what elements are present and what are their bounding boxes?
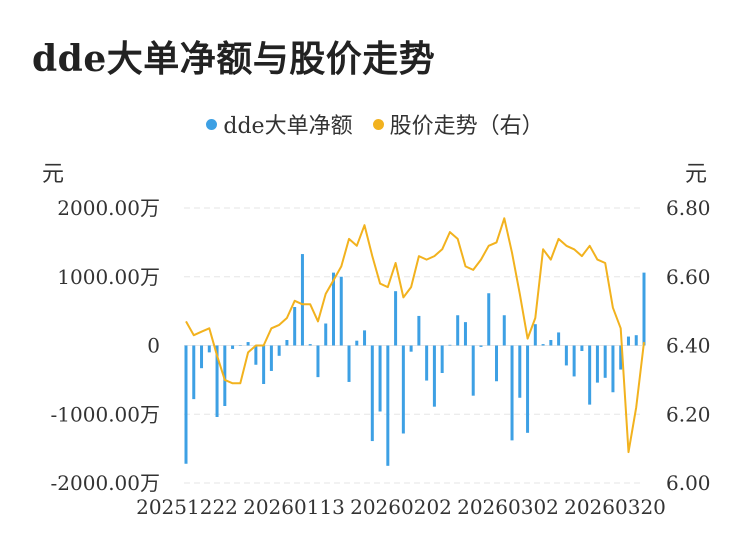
bar-21 xyxy=(347,345,351,382)
bar-6 xyxy=(231,345,235,349)
bar-47 xyxy=(549,340,553,346)
bar-22 xyxy=(355,340,359,346)
left-tick-label-3: -1000.00万 xyxy=(51,402,160,426)
bar-23 xyxy=(363,330,367,346)
legend-label-dde: dde大单净额 xyxy=(223,114,353,139)
bar-5 xyxy=(223,345,227,406)
x-tick-label-2: 20260202 xyxy=(350,495,452,519)
bar-7 xyxy=(238,345,242,346)
price-line xyxy=(185,217,645,454)
bar-35 xyxy=(456,315,460,346)
bar-24 xyxy=(370,345,374,442)
bar-14 xyxy=(293,307,297,346)
bar-40 xyxy=(495,345,499,382)
bar-41 xyxy=(502,315,506,346)
bar-50 xyxy=(572,345,576,377)
bar-33 xyxy=(440,345,444,373)
bar-9 xyxy=(254,345,258,365)
bar-51 xyxy=(580,345,584,351)
bar-48 xyxy=(557,332,561,346)
right-tick-label-2: 6.40 xyxy=(666,334,711,358)
legend-item-dde[interactable]: dde大单净额 xyxy=(206,108,353,140)
bar-20 xyxy=(339,276,343,346)
bar-46 xyxy=(541,344,545,346)
bar-series xyxy=(184,254,646,466)
bar-42 xyxy=(510,345,514,441)
bar-39 xyxy=(487,293,491,346)
x-tick-label-1: 20260113 xyxy=(243,495,345,519)
bar-57 xyxy=(626,336,630,346)
bar-12 xyxy=(277,345,281,356)
left-tick-label-2: 0 xyxy=(147,334,160,358)
bar-10 xyxy=(262,345,266,384)
bar-3 xyxy=(207,345,211,353)
bar-2 xyxy=(200,345,204,369)
left-tick-label-0: 2000.00万 xyxy=(57,196,160,220)
bar-15 xyxy=(300,254,304,346)
bar-59 xyxy=(642,272,646,346)
left-axis-ticks: 2000.00万 1000.00万 0 -1000.00万 -2000.00万 xyxy=(51,196,160,495)
right-axis-ticks: 6.80 6.60 6.40 6.20 6.00 xyxy=(666,196,711,495)
bar-17 xyxy=(316,345,320,378)
bar-18 xyxy=(324,323,328,346)
bar-52 xyxy=(588,345,592,405)
bar-13 xyxy=(285,340,289,346)
bar-55 xyxy=(611,345,615,393)
right-tick-label-4: 6.00 xyxy=(666,471,711,495)
bar-25 xyxy=(378,345,382,412)
bar-27 xyxy=(394,291,398,346)
bar-37 xyxy=(471,345,475,396)
left-tick-label-1: 1000.00万 xyxy=(57,265,160,289)
bar-54 xyxy=(603,345,607,378)
x-tick-label-0: 20251222 xyxy=(136,495,238,519)
x-tick-label-3: 20260302 xyxy=(457,495,559,519)
bar-44 xyxy=(526,345,530,433)
line-series xyxy=(185,217,645,454)
right-tick-label-0: 6.80 xyxy=(666,196,711,220)
legend-item-price[interactable]: 股价走势（右） xyxy=(372,108,544,140)
bar-49 xyxy=(564,345,568,366)
bar-26 xyxy=(386,345,390,466)
left-tick-label-4: -2000.00万 xyxy=(51,471,160,495)
bar-16 xyxy=(308,344,312,346)
left-axis-unit: 元 xyxy=(42,162,65,187)
bar-0 xyxy=(184,345,188,464)
bar-11 xyxy=(269,345,273,371)
bar-28 xyxy=(401,345,405,434)
bar-8 xyxy=(246,342,250,346)
bar-1 xyxy=(192,345,196,400)
bar-30 xyxy=(417,315,421,346)
right-axis-unit: 元 xyxy=(685,162,708,187)
bar-36 xyxy=(463,322,467,346)
legend-dot-price xyxy=(372,118,384,130)
bar-32 xyxy=(432,345,436,407)
bar-19 xyxy=(331,272,335,346)
legend-dot-dde xyxy=(206,118,218,130)
bar-43 xyxy=(518,345,522,398)
bar-31 xyxy=(425,345,429,381)
legend-label-price: 股价走势（右） xyxy=(389,114,544,139)
x-axis-ticks: 20251222 20260113 20260202 20260302 20260320 xyxy=(136,495,666,519)
bar-56 xyxy=(619,345,623,370)
legend: dde大单净额 股价走势（右） xyxy=(0,108,750,140)
bar-38 xyxy=(479,345,483,347)
x-tick-label-4: 20260320 xyxy=(564,495,666,519)
bar-29 xyxy=(409,345,413,352)
bar-53 xyxy=(595,345,599,383)
bar-34 xyxy=(448,344,452,346)
right-tick-label-1: 6.60 xyxy=(666,265,711,289)
bar-4 xyxy=(215,345,219,417)
bar-58 xyxy=(634,335,638,346)
bar-45 xyxy=(533,324,537,346)
right-tick-label-3: 6.20 xyxy=(666,402,711,426)
chart-title: dde大单净额与股价走势 xyxy=(32,38,436,80)
